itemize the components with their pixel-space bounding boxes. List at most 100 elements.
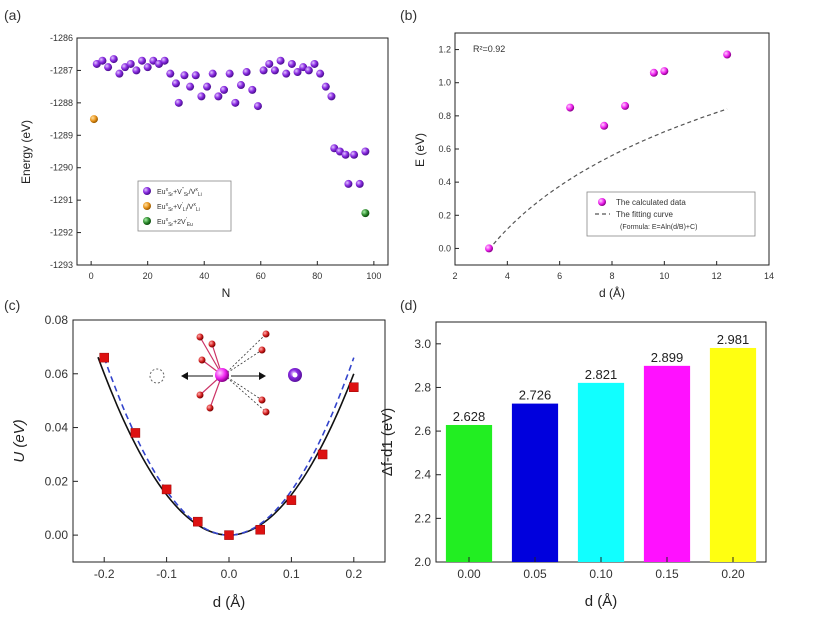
- a-point-series-1: [355, 179, 364, 188]
- a-point-series-1: [214, 92, 223, 101]
- a-point-series-1: [115, 69, 124, 78]
- d-bar-value-label: 2.726: [519, 388, 552, 403]
- a-xtick-label: 20: [143, 271, 153, 281]
- c-xlabel: d (Å): [213, 594, 246, 611]
- d-ylabel: Δf-d1 (eV): [379, 408, 396, 476]
- c-point: [130, 428, 141, 438]
- d-bar-value-label: 2.628: [453, 409, 486, 424]
- c-ytick-label: 0.06: [45, 367, 69, 381]
- c-point: [193, 516, 203, 527]
- a-xtick-label: 0: [89, 271, 94, 281]
- b-point: [649, 68, 658, 77]
- a-point-series-1: [276, 56, 285, 65]
- a-point-series-1: [171, 79, 180, 88]
- a-legend: EuxSr+V''Sr/VxLi EuxSr+V'Li/VxLi EuxSr+2…: [137, 180, 232, 232]
- a-point-series-1: [242, 68, 251, 77]
- b-ytick-label: 1.0: [438, 78, 451, 88]
- a-point-series-1: [327, 92, 336, 101]
- a-point-series-1: [287, 59, 296, 68]
- b-ytick-label: 1.2: [438, 45, 451, 55]
- a-legend-marker-1: [143, 187, 151, 195]
- c-xtick-label: -0.2: [94, 567, 115, 581]
- d-bar-value-label: 2.821: [585, 367, 618, 382]
- panel-d-bar-chart: 2.0 2.2 2.4 2.6 2.8 3.0 2.628 0.00 2.726 0.05 2.8…: [379, 321, 767, 610]
- b-point: [621, 101, 630, 110]
- a-ytick-label: -1287: [50, 65, 73, 75]
- a-point-series-1: [203, 82, 212, 91]
- a-point-series-1: [132, 66, 141, 75]
- d-ytick-label: 3.0: [414, 337, 431, 351]
- a-legend-marker-3: [143, 217, 151, 225]
- d-bar: [445, 424, 493, 562]
- c-point: [349, 382, 359, 392]
- c-xtick-label: 0.1: [283, 567, 300, 581]
- a-point-series-1: [98, 56, 107, 65]
- d-xtick-label: 0.15: [655, 567, 679, 581]
- d-xtick-label: 0.00: [457, 567, 481, 581]
- a-point-series-1: [350, 150, 359, 159]
- panel-a-energy-scatter: -1293 -1292 -1291 -1290 -1289 -1288 -1287 -1286…: [19, 33, 389, 300]
- b-legend-text-3: (Formula: E=Aln(d/B)+C): [620, 224, 697, 231]
- c-point: [255, 524, 265, 535]
- b-legend-text-2: The fitting curve: [616, 210, 673, 219]
- panel-b-fit-scatter: 0.0 0.2 0.4 0.6 0.8 1.0 1.2 2 4 6 8 10 12 14 d (Å) E…: [413, 32, 774, 300]
- d-ytick-label: 2.8: [414, 380, 431, 394]
- eu-atom-icon: [215, 368, 229, 382]
- d-xlabel: d (Å): [585, 593, 618, 610]
- b-ytick-label: 0.4: [438, 177, 451, 187]
- d-xtick-label: 0.10: [589, 567, 613, 581]
- a-point-series-1: [270, 66, 279, 75]
- a-point-series-1: [225, 69, 234, 78]
- a-point-series-1: [104, 63, 113, 72]
- a-xtick-label: 80: [312, 271, 322, 281]
- a-legend-text-2: EuxSr+V'Li/VxLi: [157, 202, 200, 213]
- a-ytick-label: -1290: [50, 163, 73, 173]
- b-ytick-label: 0.8: [438, 111, 451, 121]
- a-point-series-1: [197, 92, 206, 101]
- c-ylabel: U (eV): [11, 419, 28, 462]
- c-dashed-curve: [103, 357, 355, 536]
- a-legend-marker-2: [143, 202, 151, 210]
- d-bar: [643, 365, 691, 562]
- b-annotation: R²=0.92: [473, 44, 505, 54]
- a-point-series-1: [236, 81, 245, 90]
- a-legend-text-1: EuxSr+V''Sr/VxLi: [157, 187, 202, 198]
- c-point: [161, 484, 172, 495]
- a-point-series-1: [180, 71, 189, 80]
- c-ytick-label: 0.02: [45, 474, 69, 488]
- b-legend-marker-1: [598, 198, 606, 206]
- a-point-series-1: [208, 69, 217, 78]
- a-xtick-label: 100: [366, 271, 381, 281]
- b-xtick-label: 8: [609, 271, 614, 281]
- d-ytick-label: 2.6: [414, 424, 431, 438]
- b-ylabel: E (eV): [413, 133, 427, 167]
- b-point: [660, 67, 669, 76]
- a-point-series-1: [304, 66, 313, 75]
- a-legend-text-3: EuxSr+2V'Eu: [157, 217, 193, 228]
- a-point-series-1: [160, 56, 169, 65]
- b-fit-curve: [488, 108, 728, 250]
- a-ytick-label: -1292: [50, 228, 73, 238]
- a-point-series-1: [321, 82, 330, 91]
- c-xtick-label: 0.0: [221, 567, 238, 581]
- b-legend: The calculated data The fitting curve (F…: [586, 191, 756, 237]
- a-point-series-1: [341, 150, 350, 159]
- a-ytick-label: -1288: [50, 98, 73, 108]
- b-ytick-label: 0.2: [438, 210, 451, 220]
- b-xtick-label: 6: [557, 271, 562, 281]
- panel-label-c: (c): [4, 297, 20, 313]
- d-bar-value-label: 2.981: [717, 332, 750, 347]
- d-bar: [577, 382, 625, 562]
- d-bar: [709, 347, 757, 562]
- a-point-series-1: [316, 69, 325, 78]
- d-ytick-label: 2.0: [414, 555, 431, 569]
- b-legend-text-1: The calculated data: [616, 198, 686, 207]
- a-ytick-label: -1291: [50, 195, 73, 205]
- b-point: [485, 244, 494, 253]
- c-ytick-label: 0.08: [45, 313, 69, 327]
- b-xtick-label: 10: [659, 271, 669, 281]
- panel-label-d: (d): [400, 297, 417, 313]
- a-point-series-1: [310, 59, 319, 68]
- b-xtick-label: 4: [505, 271, 510, 281]
